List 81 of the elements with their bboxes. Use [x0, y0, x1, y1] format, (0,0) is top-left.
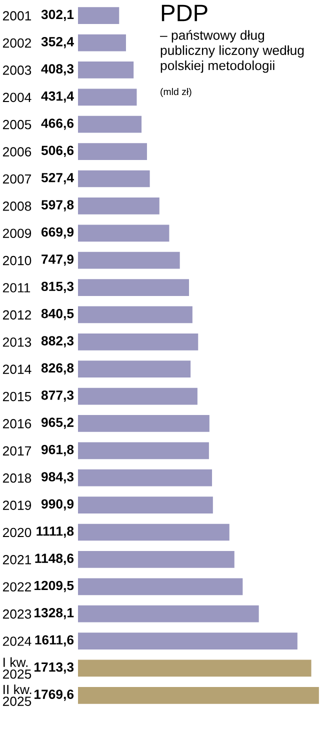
bar — [78, 279, 190, 296]
data-label: 961,8 — [41, 444, 74, 456]
data-label: 747,9 — [42, 254, 74, 266]
y-tick-label: 2023 — [2, 609, 32, 619]
y-tick-label: 2018 — [2, 473, 32, 483]
data-label: 815,3 — [41, 282, 74, 293]
y-tick-label: 2003 — [2, 66, 32, 75]
y-tick-label: 2012 — [2, 310, 32, 320]
bar — [78, 360, 191, 378]
y-tick-label: 2009 — [2, 228, 32, 238]
chart-title: PDP — [162, 4, 208, 22]
y-tick-label: 2024 — [2, 636, 32, 646]
bar — [78, 388, 198, 405]
bar — [78, 198, 160, 214]
bar — [78, 415, 210, 432]
bar — [78, 34, 126, 52]
y-tick-label: 2001 — [2, 11, 32, 21]
bar — [78, 306, 192, 324]
data-label: 466,6 — [41, 118, 74, 130]
y-tick-label: 2002 — [2, 38, 32, 48]
y-tick-label: 2020 — [2, 528, 32, 538]
y-tick-label: 2004 — [2, 92, 32, 102]
bar — [78, 224, 170, 242]
bar — [78, 469, 212, 486]
y-tick-label: 2014 — [2, 364, 32, 374]
data-label: 984,3 — [41, 472, 74, 484]
y-tick-label: 2010 — [2, 256, 32, 266]
y-tick-label: 2013 — [2, 337, 32, 347]
y-tick-label: 2007 — [2, 174, 32, 184]
y-tick-label: 2016 — [2, 419, 32, 428]
bar — [78, 88, 137, 106]
y-tick-label: 2017 — [2, 446, 32, 456]
data-label: 1111,8 — [36, 526, 74, 538]
y-tick-label: 2005 — [2, 120, 32, 130]
data-label: 840,5 — [41, 308, 74, 320]
data-label: 1769,6 — [34, 690, 74, 701]
data-label: 597,8 — [41, 200, 74, 212]
bar — [78, 632, 298, 650]
data-label: 1148,6 — [35, 554, 74, 565]
annotation: (mld zł) — [160, 88, 192, 98]
y-tick-label: 2008 — [2, 202, 32, 211]
data-label: 669,9 — [41, 227, 74, 239]
bar — [78, 551, 234, 568]
bar — [78, 143, 147, 160]
bar — [78, 170, 150, 188]
data-label: 408,3 — [41, 64, 74, 76]
bar — [78, 252, 180, 269]
data-label: 1611,6 — [35, 635, 74, 646]
bar — [78, 605, 259, 622]
bar — [78, 524, 230, 541]
y-tick-label: 2011 — [2, 283, 30, 292]
bar — [78, 686, 319, 704]
data-label: 882,3 — [41, 336, 74, 348]
y-tick-label: I kw. 2025 — [2, 657, 32, 679]
data-label: 527,4 — [41, 172, 74, 184]
bar — [78, 116, 142, 133]
data-label: 431,4 — [41, 91, 74, 103]
data-label: 1209,5 — [34, 580, 74, 592]
bar — [78, 442, 209, 460]
data-label: 1328,1 — [34, 608, 74, 620]
data-label: 1713,3 — [34, 662, 74, 674]
y-tick-label: 2015 — [2, 392, 32, 402]
bar — [78, 7, 120, 24]
bar — [78, 578, 243, 596]
data-label: 965,2 — [41, 418, 74, 429]
y-tick-label: 2021 — [2, 555, 32, 564]
data-label: 826,8 — [41, 363, 74, 375]
y-tick-label: II kw. 2025 — [2, 684, 32, 706]
y-tick-label: 2019 — [2, 500, 32, 510]
data-label: 302,1 — [41, 10, 74, 22]
y-tick-label: 2006 — [2, 147, 32, 156]
data-label: 506,6 — [41, 146, 74, 158]
bar — [78, 660, 312, 677]
bar — [78, 333, 198, 350]
data-label: 352,4 — [41, 36, 74, 48]
data-label: 877,3 — [41, 390, 74, 402]
text: – państwowy dług publiczny liczony według polskiej metodologii — [160, 30, 304, 73]
bar — [78, 62, 134, 78]
data-label: 990,9 — [41, 499, 74, 511]
y-tick-label: 2022 — [2, 582, 32, 592]
bar — [78, 496, 213, 514]
